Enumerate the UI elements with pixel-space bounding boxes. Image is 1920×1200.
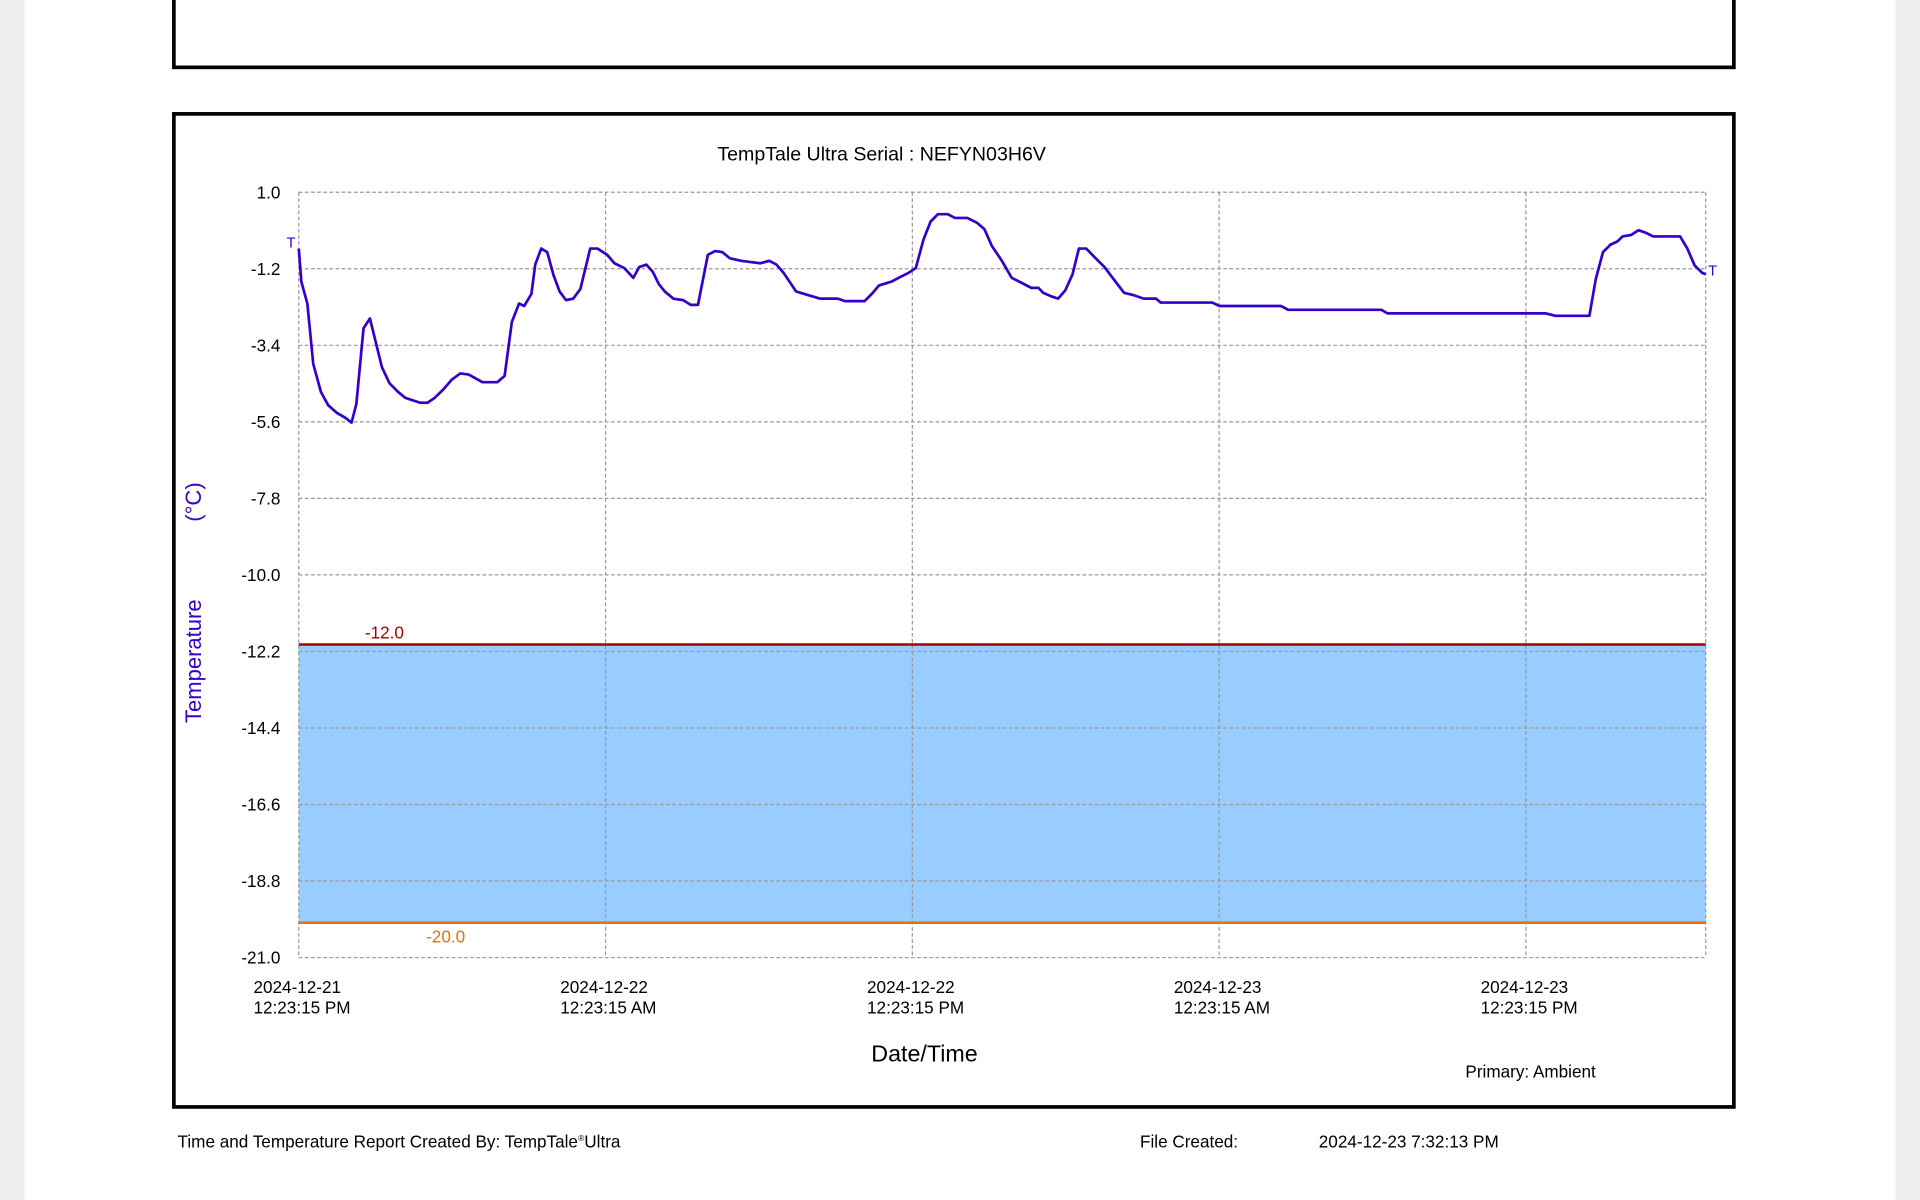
y-tick-label: -10.0: [241, 565, 280, 585]
y-tick-label: -16.6: [241, 795, 280, 815]
temperature-line: [297, 212, 1707, 424]
registered-mark: ®: [578, 1133, 585, 1143]
file-created-value: 2024-12-23 7:32:13 PM: [1319, 1131, 1499, 1151]
created-by-text: Time and Temperature Report Created By: …: [178, 1131, 578, 1151]
y-axis-title: Temperature: [181, 599, 206, 723]
y-tick-label: -1.2: [251, 259, 281, 279]
y-tick-label: -7.8: [251, 488, 281, 508]
lower-limit-label: -20.0: [426, 926, 465, 946]
limit-band: [298, 644, 1706, 923]
y-axis-unit: (°C): [181, 482, 206, 521]
sensor-label: Primary: Ambient: [1465, 1062, 1596, 1082]
x-tick-label: 2024-12-23 12:23:15 AM: [1174, 977, 1270, 1018]
y-tick-label: -18.8: [241, 871, 280, 891]
chart-frame: [172, 112, 1736, 1109]
end-marker: T: [1708, 264, 1717, 280]
y-tick-label: -21.0: [241, 948, 280, 968]
x-tick-label: 2024-12-22 12:23:15 AM: [560, 977, 656, 1018]
y-tick-label: -5.6: [251, 412, 281, 432]
start-marker: T: [287, 235, 296, 251]
x-tick-label: 2024-12-23 12:23:15 PM: [1481, 977, 1578, 1018]
footer-created-by: Time and Temperature Report Created By: …: [178, 1131, 621, 1151]
x-axis-label: Date/Time: [871, 1041, 977, 1067]
plot: 1.0 -1.2 -3.4 -5.6 -7.8 -10.0 -12.2 -14.4 -16.6 -…: [181, 182, 1717, 1017]
upper-limit-label: -12.0: [365, 622, 404, 642]
document-page: [24, 0, 1896, 1200]
y-tick-label: -14.4: [241, 718, 281, 738]
x-tick-label: 2024-12-22 12:23:15 PM: [867, 977, 964, 1018]
previous-frame: [172, 0, 1736, 70]
y-tick-label: -12.2: [241, 642, 280, 662]
y-tick-label: -3.4: [251, 335, 281, 355]
y-axis-label: Temperature (°C): [181, 482, 206, 723]
created-by-suffix: Ultra: [584, 1131, 621, 1151]
x-tick-label: 2024-12-21 12:23:15 PM: [253, 977, 350, 1018]
file-created-label: File Created:: [1140, 1131, 1238, 1151]
y-tick-label: 1.0: [257, 182, 281, 202]
chart-title: TempTale Ultra Serial : NEFYN03H6V: [717, 143, 1046, 165]
